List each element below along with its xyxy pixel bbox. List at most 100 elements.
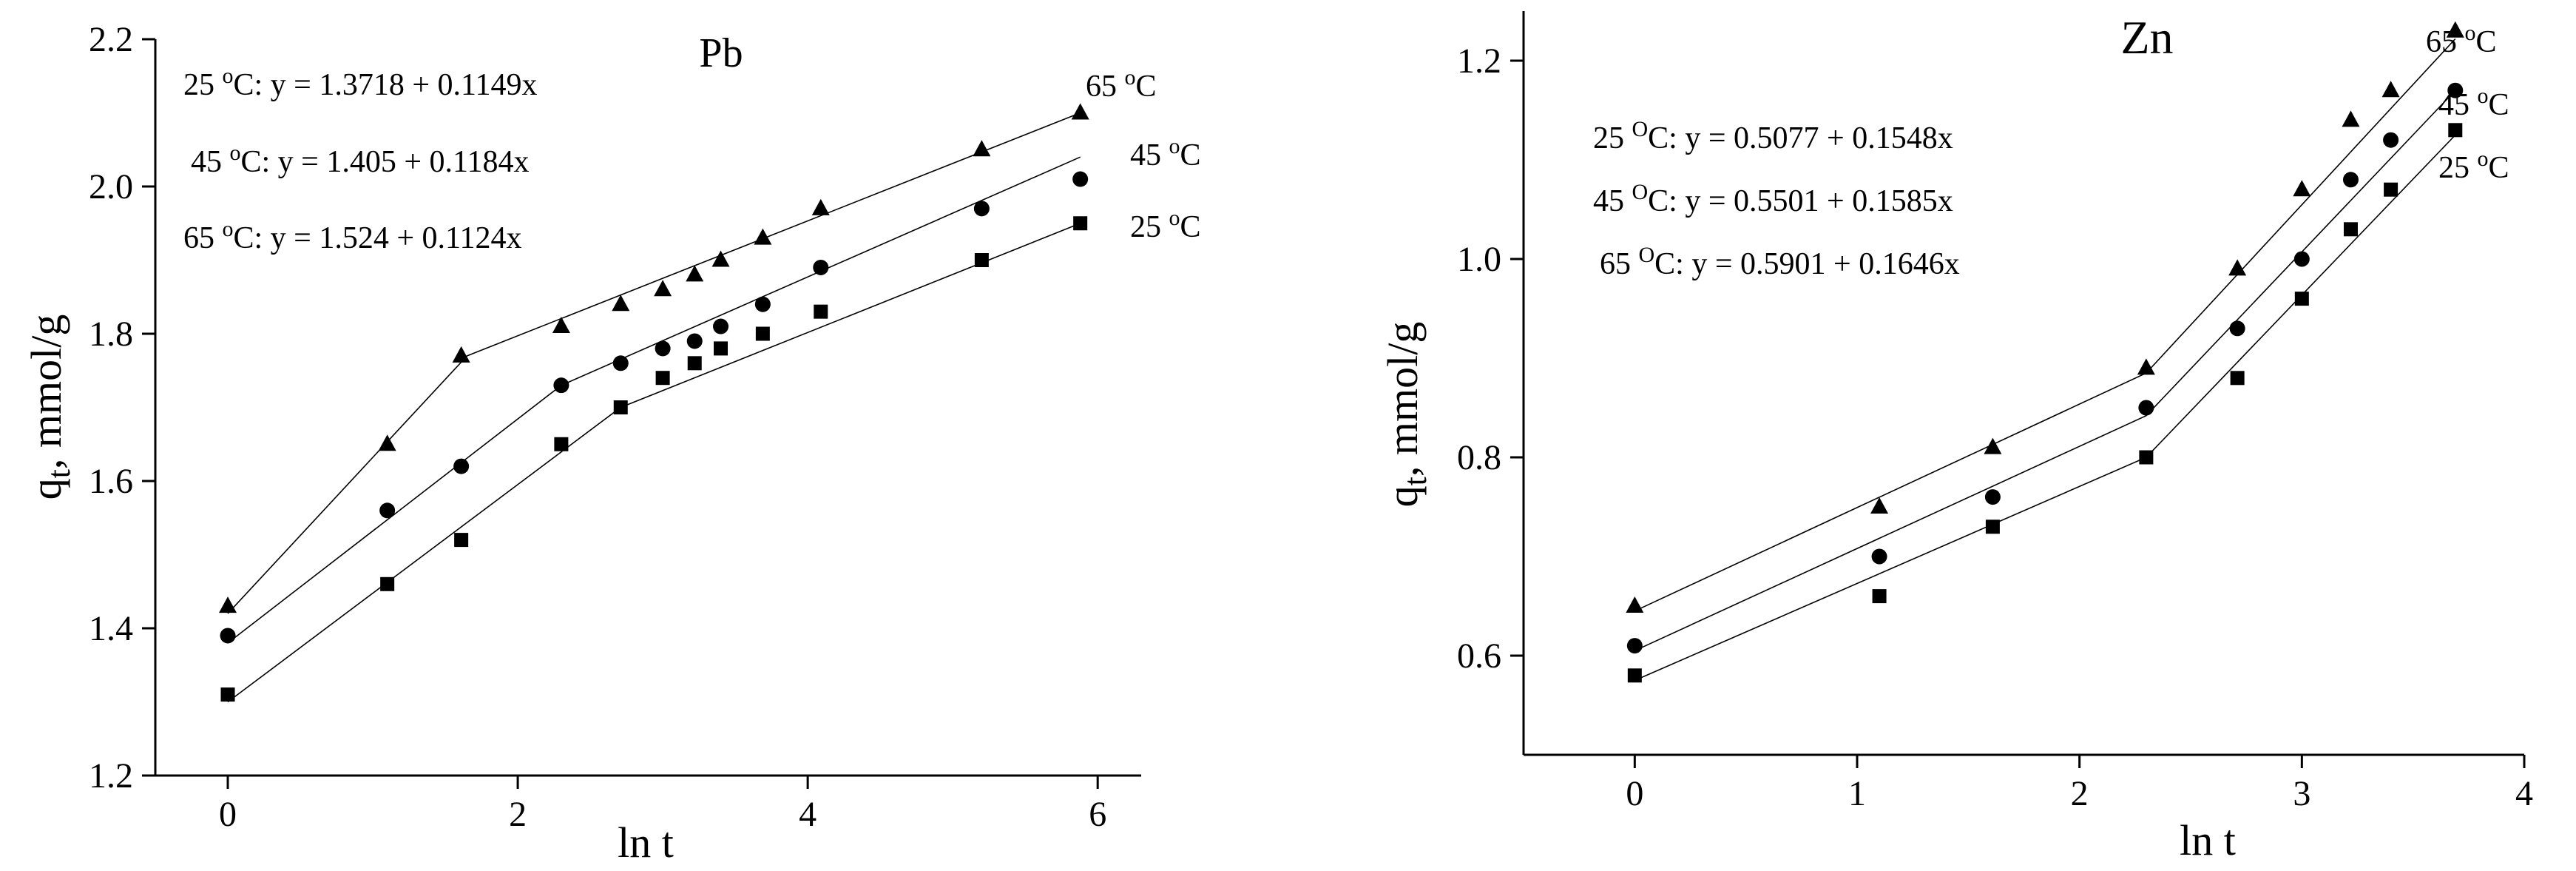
pb-chart-title: Pb [699, 30, 743, 76]
pb-point-circle [453, 458, 470, 474]
zn-x-tick-label: 3 [2293, 774, 2310, 813]
pb-label-25-pre: 25 [1130, 210, 1169, 244]
zn-point-square [2230, 371, 2245, 386]
zn-eq-65-post: C: y = 0.5901 + 0.1646x [1654, 247, 1960, 281]
pb-label-25-sup: o [1169, 206, 1180, 230]
pb-x-tick-label: 6 [1089, 795, 1106, 834]
pb-fit-line-square [227, 223, 1081, 703]
pb-label-25: 25 oC [1130, 206, 1201, 244]
pb-y-tick-label: 2.0 [89, 167, 133, 206]
pb-point-triangle [811, 198, 830, 215]
pb-point-circle [379, 502, 396, 519]
zn-point-square [2139, 450, 2154, 465]
pb-point-circle [612, 355, 629, 371]
pb-point-circle [553, 377, 569, 394]
zn-label-65: 65 oC [2426, 21, 2497, 59]
pb-point-circle [1072, 171, 1089, 187]
zn-point-circle [2447, 82, 2464, 98]
pb-y-label-sub: t [41, 469, 77, 478]
pb-eq-45-sup: o [230, 141, 241, 165]
pb-point-square [380, 576, 395, 591]
pb-point-square [554, 437, 569, 451]
chart-pb: 0 2 4 6 1.2 1.4 1.6 1.8 2.0 2.2 Pb ln t qt, mmol/… [22, 20, 1201, 867]
pb-point-triangle [1071, 103, 1089, 120]
pb-point-circle [754, 296, 771, 312]
zn-equation-25: 25 OC: y = 0.5077 + 0.1548x [1593, 117, 1953, 155]
pb-point-circle [686, 333, 703, 349]
pb-point-square [755, 326, 770, 341]
pb-eq-25-sup: o [223, 64, 234, 88]
pb-x-tick-label: 2 [509, 795, 527, 834]
zn-x-tick-label: 0 [1626, 774, 1643, 813]
pb-eq-45-post: C: y = 1.405 + 0.1184x [241, 145, 530, 179]
pb-point-square [220, 687, 235, 702]
pb-point-square [655, 371, 670, 386]
pb-point-circle [655, 340, 671, 357]
zn-point-circle [1871, 548, 1887, 565]
pb-y-tick-label: 1.2 [89, 756, 133, 796]
pb-label-45: 45 oC [1130, 134, 1201, 172]
pb-point-triangle [973, 140, 991, 157]
zn-x-tick-label: 2 [2071, 774, 2089, 813]
zn-x-tick-label: 4 [2515, 774, 2533, 813]
zn-point-circle [1984, 489, 2001, 505]
zn-point-triangle [1626, 596, 1644, 613]
zn-label-65-pre: 65 [2426, 25, 2465, 59]
pb-point-circle [220, 628, 236, 644]
pb-point-square [974, 253, 989, 267]
zn-eq-45-post: C: y = 0.5501 + 0.1585x [1648, 184, 1953, 218]
zn-eq-25-pre: 25 [1593, 121, 1632, 155]
pb-y-tick-label: 1.8 [89, 315, 133, 354]
zn-label-65-sup: o [2465, 21, 2476, 45]
pb-label-45-post: C [1180, 138, 1201, 172]
pb-point-triangle [452, 346, 470, 363]
zn-eq-45-pre: 45 [1593, 184, 1632, 218]
pb-label-25-post: C [1180, 210, 1201, 244]
zn-point-square [1872, 589, 1887, 604]
pb-equation-25: 25 oC: y = 1.3718 + 0.1149x [183, 64, 538, 102]
zn-chart-title: Zn [2120, 11, 2173, 64]
pb-eq-65-post: C: y = 1.524 + 0.1124x [234, 221, 522, 255]
zn-label-45-sup: o [2478, 84, 2489, 108]
zn-point-triangle [2137, 358, 2155, 375]
zn-y-tick-label: 0.6 [1457, 636, 1501, 676]
zn-point-triangle [1870, 497, 1889, 514]
zn-point-square [1985, 519, 2000, 534]
zn-equation-65: 65 OC: y = 0.5901 + 0.1646x [1600, 243, 1960, 281]
zn-label-25: 25 oC [2438, 147, 2509, 185]
zn-y-tick-label: 1.2 [1457, 41, 1501, 81]
pb-point-triangle [754, 228, 772, 245]
zn-point-circle [1626, 638, 1643, 654]
pb-label-65-post: C [1136, 70, 1157, 104]
zn-y-label-rest: , mmol/g [1379, 322, 1427, 477]
zn-label-45-post: C [2489, 88, 2509, 122]
zn-eq-45-sup: O [1632, 180, 1649, 204]
pb-point-triangle [612, 295, 630, 312]
zn-point-triangle [2446, 21, 2464, 38]
zn-series-labels: 65 oC 45 oC 25 oC [2426, 21, 2509, 185]
pb-point-circle [713, 318, 729, 334]
pb-point-triangle [219, 596, 237, 613]
pb-point-triangle [654, 280, 672, 297]
pb-eq-25-pre: 25 [183, 68, 223, 102]
pb-x-tick-label: 0 [219, 795, 237, 834]
zn-point-circle [2293, 251, 2310, 267]
zn-data-points [1626, 21, 2464, 683]
pb-point-square [613, 400, 628, 414]
pb-x-tick-label: 4 [799, 795, 817, 834]
zn-label-45: 45 oC [2438, 84, 2509, 122]
pb-y-tick-label: 1.6 [89, 462, 133, 501]
pb-eq-25-post: C: y = 1.3718 + 0.1149x [234, 68, 538, 102]
zn-point-triangle [2293, 180, 2311, 197]
pb-point-triangle [711, 250, 730, 267]
pb-point-triangle [378, 434, 396, 451]
zn-label-65-post: C [2476, 25, 2497, 59]
pb-label-45-pre: 45 [1130, 138, 1169, 172]
pb-y-axis-label: qt, mmol/g [22, 315, 77, 500]
zn-y-label-q: q [1379, 485, 1427, 507]
zn-y-tick-label: 1.0 [1457, 240, 1501, 279]
zn-point-circle [2138, 400, 2154, 416]
pb-label-45-sup: o [1169, 134, 1180, 158]
pb-equations: 25 oC: y = 1.3718 + 0.1149x 45 oC: y = 1… [183, 64, 538, 255]
